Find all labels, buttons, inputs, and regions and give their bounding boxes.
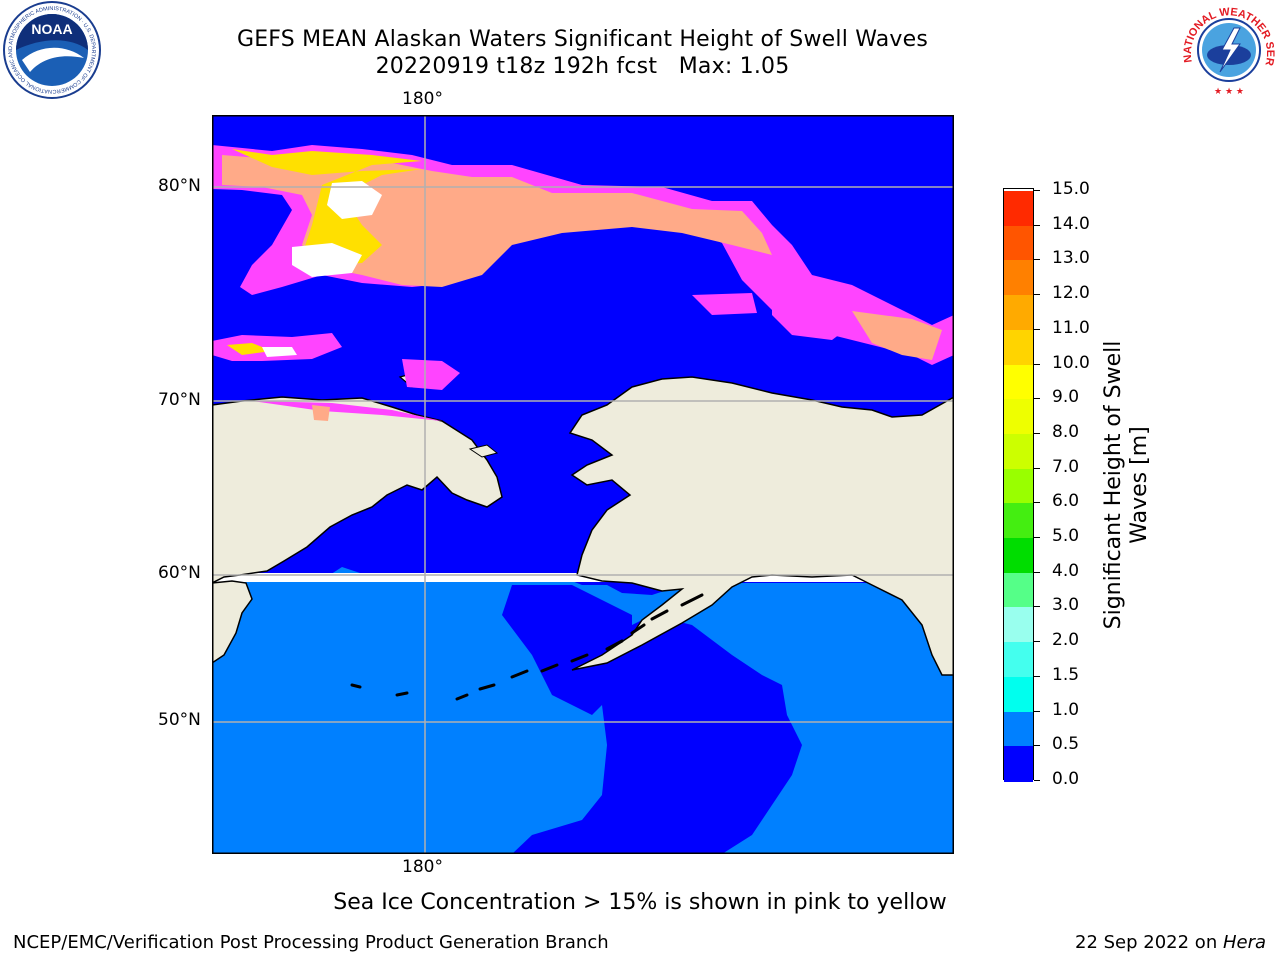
colorbar-tick-mark <box>1034 190 1040 191</box>
colorbar-tick-mark <box>1034 224 1040 226</box>
colorbar-tick-label: 1.0 <box>1052 699 1080 720</box>
colorbar-tick-label: 10.0 <box>1052 352 1090 373</box>
noaa-logo-text: NOAA <box>31 21 72 37</box>
colorbar-tick-mark <box>1034 710 1040 712</box>
colorbar-segment <box>1004 295 1033 331</box>
colorbar-tick-mark <box>1034 780 1040 781</box>
land-st-lawrence <box>468 444 499 458</box>
colorbar-tick-label: 14.0 <box>1052 213 1090 234</box>
colorbar-tick-mark <box>1034 328 1040 330</box>
colorbar-tick-label: 15.0 <box>1052 179 1090 199</box>
colorbar-segment <box>1004 433 1033 470</box>
colorbar-segment <box>1004 225 1033 261</box>
footer-credit: NCEP/EMC/Verification Post Processing Pr… <box>13 932 609 953</box>
colorbar-tick-label: 9.0 <box>1052 387 1080 408</box>
swell-low-pool <box>512 615 802 854</box>
colorbar-tick-label: 3.0 <box>1052 595 1080 616</box>
lon-label-bottom: 180° <box>402 857 443 877</box>
colorbar-tick-mark <box>1034 363 1040 365</box>
colorbar-title: Significant Height of Swell Waves [m] <box>1101 340 1152 630</box>
colorbar-tick-mark <box>1034 502 1040 504</box>
colorbar-segment <box>1004 676 1033 713</box>
colorbar-tick-mark <box>1034 571 1040 573</box>
colorbar-tick-label: 8.0 <box>1052 421 1080 442</box>
colorbar-segment <box>1004 364 1033 400</box>
colorbar-tick-label: 12.0 <box>1052 283 1090 304</box>
swell-map <box>212 115 954 854</box>
colorbar-tick-mark <box>1034 259 1040 261</box>
colorbar-tick-label: 13.0 <box>1052 248 1090 269</box>
colorbar-segment <box>1004 329 1033 366</box>
colorbar-tick-mark <box>1034 745 1040 747</box>
noaa-logo: NOAA NATIONAL OCEANIC AND ATMOSPHERIC AD… <box>0 0 101 99</box>
colorbar-tick-label: 0.0 <box>1052 769 1080 789</box>
lat-label-60n: 60°N <box>158 563 201 583</box>
map-subtitle: 20220919 t18z 192h fcst Max: 1.05 <box>375 54 790 79</box>
colorbar-tick-label: 5.0 <box>1052 526 1080 547</box>
colorbar-tick-mark <box>1034 675 1040 677</box>
nws-logo: NATIONAL WEATHER SERVICE ★ ★ ★ <box>1178 0 1276 97</box>
colorbar-segment <box>1004 260 1033 296</box>
colorbar-segment <box>1004 468 1033 504</box>
colorbar-tick-mark <box>1034 398 1040 400</box>
aleutian-islands <box>350 593 704 701</box>
graticule <box>212 115 954 854</box>
colorbar-tick-label: 7.0 <box>1052 456 1080 477</box>
colorbar-segment <box>1004 503 1033 539</box>
colorbar-tick-label: 2.0 <box>1052 630 1080 651</box>
colorbar-tick-label: 1.5 <box>1052 664 1080 685</box>
land-alaska <box>568 376 954 676</box>
colorbar-tick-mark <box>1034 467 1040 469</box>
colorbar-tick-label: 4.0 <box>1052 560 1080 581</box>
footer-date-text: 22 Sep 2022 on <box>1075 932 1223 953</box>
colorbar-segment <box>1004 746 1033 782</box>
land-kamchatka <box>212 580 253 664</box>
colorbar-segment <box>1004 607 1033 643</box>
lat-label-80n: 80°N <box>158 176 201 196</box>
colorbar-tick-label: 6.0 <box>1052 491 1080 512</box>
colorbar-segment <box>1004 572 1033 609</box>
map-border <box>212 115 954 854</box>
footer-host: Hera <box>1222 932 1266 953</box>
sea-ice-caption: Sea Ice Concentration > 15% is shown in … <box>333 890 947 915</box>
lat-label-70n: 70°N <box>158 390 201 410</box>
map-title: GEFS MEAN Alaskan Waters Significant Hei… <box>236 27 929 52</box>
colorbar-tick-mark <box>1034 537 1040 539</box>
footer-date: 22 Sep 2022 on Hera <box>1075 932 1266 953</box>
colorbar-tick-label: 11.0 <box>1052 317 1090 338</box>
land-siberia <box>212 396 503 584</box>
colorbar <box>1003 188 1034 782</box>
swell-low-coast <box>502 585 632 715</box>
colorbar-tick-mark <box>1034 641 1040 643</box>
colorbar-tick-mark <box>1034 432 1040 434</box>
lon-label-top: 180° <box>402 89 443 109</box>
colorbar-segment <box>1004 399 1033 435</box>
colorbar-tick-mark <box>1034 294 1040 296</box>
colorbar-tick-label: 0.5 <box>1052 734 1080 755</box>
lat-label-50n: 50°N <box>158 710 201 730</box>
colorbar-segment <box>1004 642 1033 678</box>
colorbar-tick-mark <box>1034 606 1040 608</box>
colorbar-segment <box>1004 711 1033 747</box>
sea-ice-layer <box>212 145 954 421</box>
colorbar-segment <box>1004 191 1033 227</box>
svg-text:★ ★ ★: ★ ★ ★ <box>1214 87 1244 97</box>
no-data-strip <box>212 573 954 582</box>
colorbar-segment <box>1004 538 1033 574</box>
